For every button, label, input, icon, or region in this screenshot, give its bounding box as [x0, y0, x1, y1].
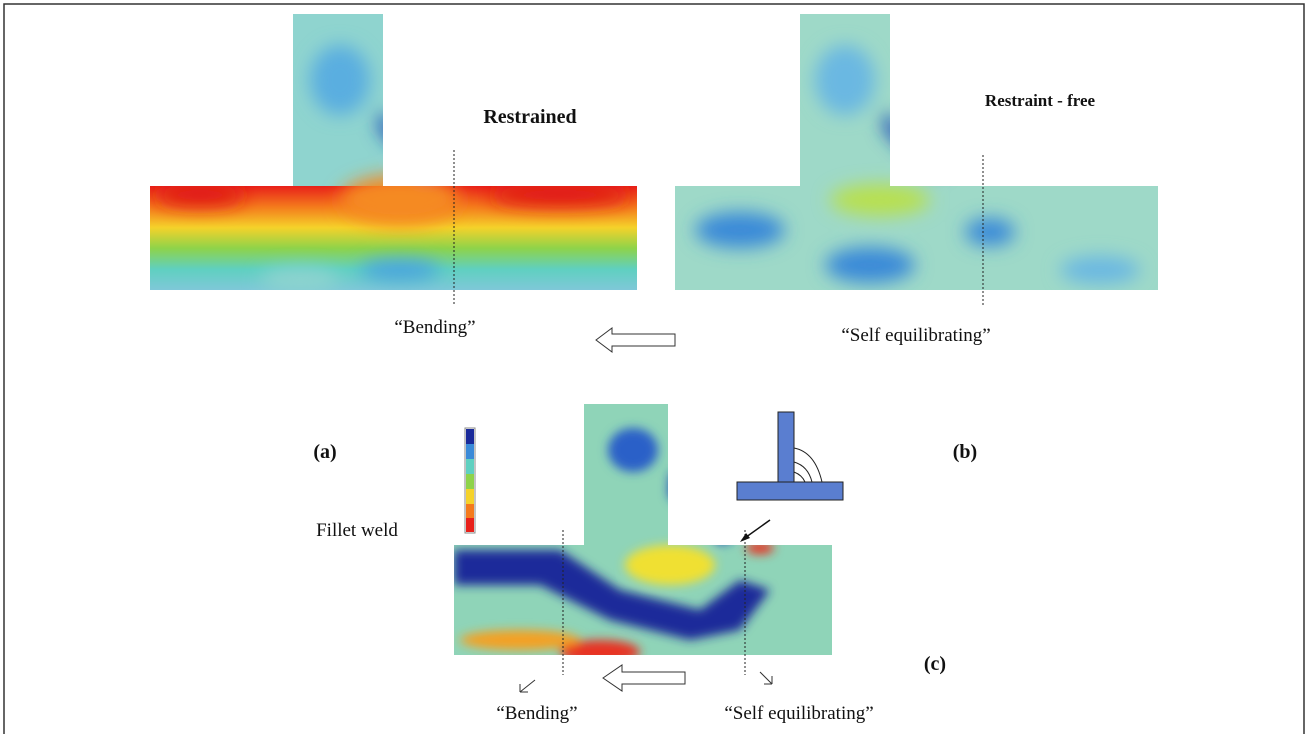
- arrow: [760, 672, 772, 684]
- weld-sketch: [737, 412, 843, 542]
- caption: “Bending”: [496, 703, 577, 724]
- arrow: [596, 328, 675, 352]
- caption: “Self equilibrating”: [724, 703, 873, 724]
- panel-title: Restrained: [483, 106, 576, 128]
- panel-title: Restraint - free: [985, 91, 1096, 110]
- panel-title: Fillet weld: [316, 520, 398, 541]
- arrow: [603, 665, 685, 691]
- panel-tag: (b): [953, 441, 977, 463]
- contour-c: [454, 404, 834, 664]
- contour-b: [675, 14, 1165, 294]
- caption: “Bending”: [394, 317, 475, 338]
- figure: Restrained “Bending” (a) Restraint - fre…: [0, 0, 1308, 734]
- contour-a: [150, 14, 640, 294]
- panel-tag: (c): [924, 653, 946, 675]
- caption: “Self equilibrating”: [841, 325, 990, 346]
- panel-tag: (a): [313, 441, 336, 463]
- arrow: [520, 680, 535, 692]
- legend: [465, 428, 475, 533]
